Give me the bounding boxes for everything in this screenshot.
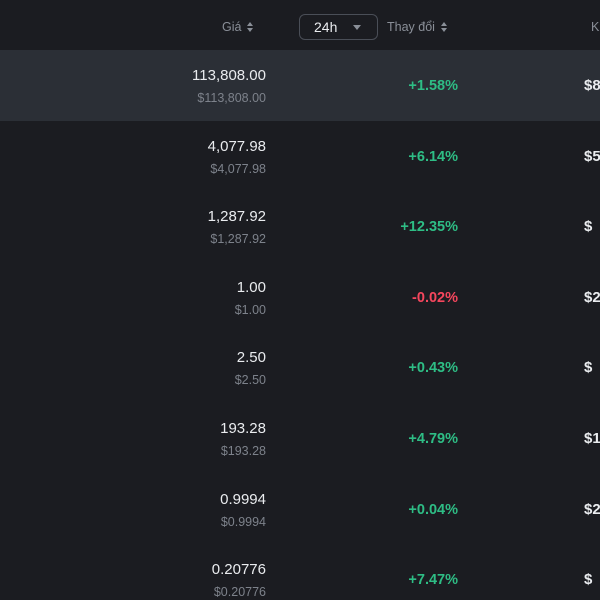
price-usd-value: $113,808.00	[197, 91, 266, 105]
table-header: Giá 24h Thay đổi K	[0, 0, 600, 50]
chevron-down-icon	[353, 25, 361, 30]
period-dropdown[interactable]: 24h	[299, 14, 378, 40]
price-value: 1.00	[236, 278, 266, 296]
price-value: 193.28	[220, 419, 266, 437]
next-column-header[interactable]: K	[591, 20, 600, 34]
price-usd-value: $193.28	[220, 443, 266, 458]
change-value: +0.04%	[408, 501, 458, 518]
price-value: 113,808.00	[192, 67, 266, 84]
price-column-label: Giá	[222, 20, 242, 34]
price-value: 1,287.92	[207, 208, 266, 226]
market-cap-value: $8	[584, 77, 600, 94]
change-value: +0.43%	[408, 360, 458, 377]
table-row[interactable]: 0.20776 $0.20776 +7.47% $	[0, 544, 600, 600]
market-cap-value: $1	[584, 429, 600, 447]
table-row[interactable]: 0.9994 $0.9994 +0.04% $2	[0, 474, 600, 545]
price-usd-value: $0.9994	[220, 514, 266, 529]
table-row[interactable]: 1,287.92 $1,287.92 +12.35% $	[0, 191, 600, 262]
table-row[interactable]: 1.00 $1.00 -0.02% $21	[0, 262, 600, 333]
market-cap-value: $	[584, 218, 593, 236]
price-value: 4,077.98	[207, 137, 266, 155]
change-value: +7.47%	[408, 572, 458, 589]
market-cap-value: $2	[584, 500, 600, 518]
table-row[interactable]: 113,808.00 $113,808.00 +1.58% $8	[0, 50, 600, 121]
price-value: 0.20776	[211, 561, 266, 579]
change-column-header[interactable]: Thay đổi	[387, 20, 448, 34]
market-cap-value: $5	[584, 147, 600, 165]
price-value: 0.9994	[220, 490, 266, 508]
change-value: +4.79%	[408, 430, 458, 447]
price-usd-value: $2.50	[234, 373, 266, 388]
table-row[interactable]: 193.28 $193.28 +4.79% $1	[0, 403, 600, 474]
market-cap-value: $	[584, 359, 593, 377]
table-row[interactable]: 4,077.98 $4,077.98 +6.14% $5	[0, 121, 600, 192]
price-usd-value: $4,077.98	[210, 161, 266, 176]
market-cap-value: $21	[584, 288, 600, 306]
price-usd-value: $0.20776	[213, 585, 266, 600]
sort-icon	[246, 22, 254, 32]
price-value: 2.50	[236, 349, 266, 367]
period-dropdown-value: 24h	[314, 19, 338, 35]
change-value: +12.35%	[400, 219, 458, 236]
price-usd-value: $1,287.92	[210, 232, 266, 247]
sort-icon	[440, 22, 448, 32]
change-value: -0.02%	[412, 289, 458, 306]
price-usd-value: $1.00	[234, 302, 266, 317]
price-column-header[interactable]: Giá	[222, 20, 254, 34]
market-cap-value: $	[584, 571, 593, 589]
table-body: 113,808.00 $113,808.00 +1.58% $8 4,077.9…	[0, 50, 600, 600]
change-value: +6.14%	[408, 148, 458, 165]
change-value: +1.58%	[408, 78, 458, 94]
table-row[interactable]: 2.50 $2.50 +0.43% $	[0, 332, 600, 403]
change-column-label: Thay đổi	[387, 20, 435, 34]
